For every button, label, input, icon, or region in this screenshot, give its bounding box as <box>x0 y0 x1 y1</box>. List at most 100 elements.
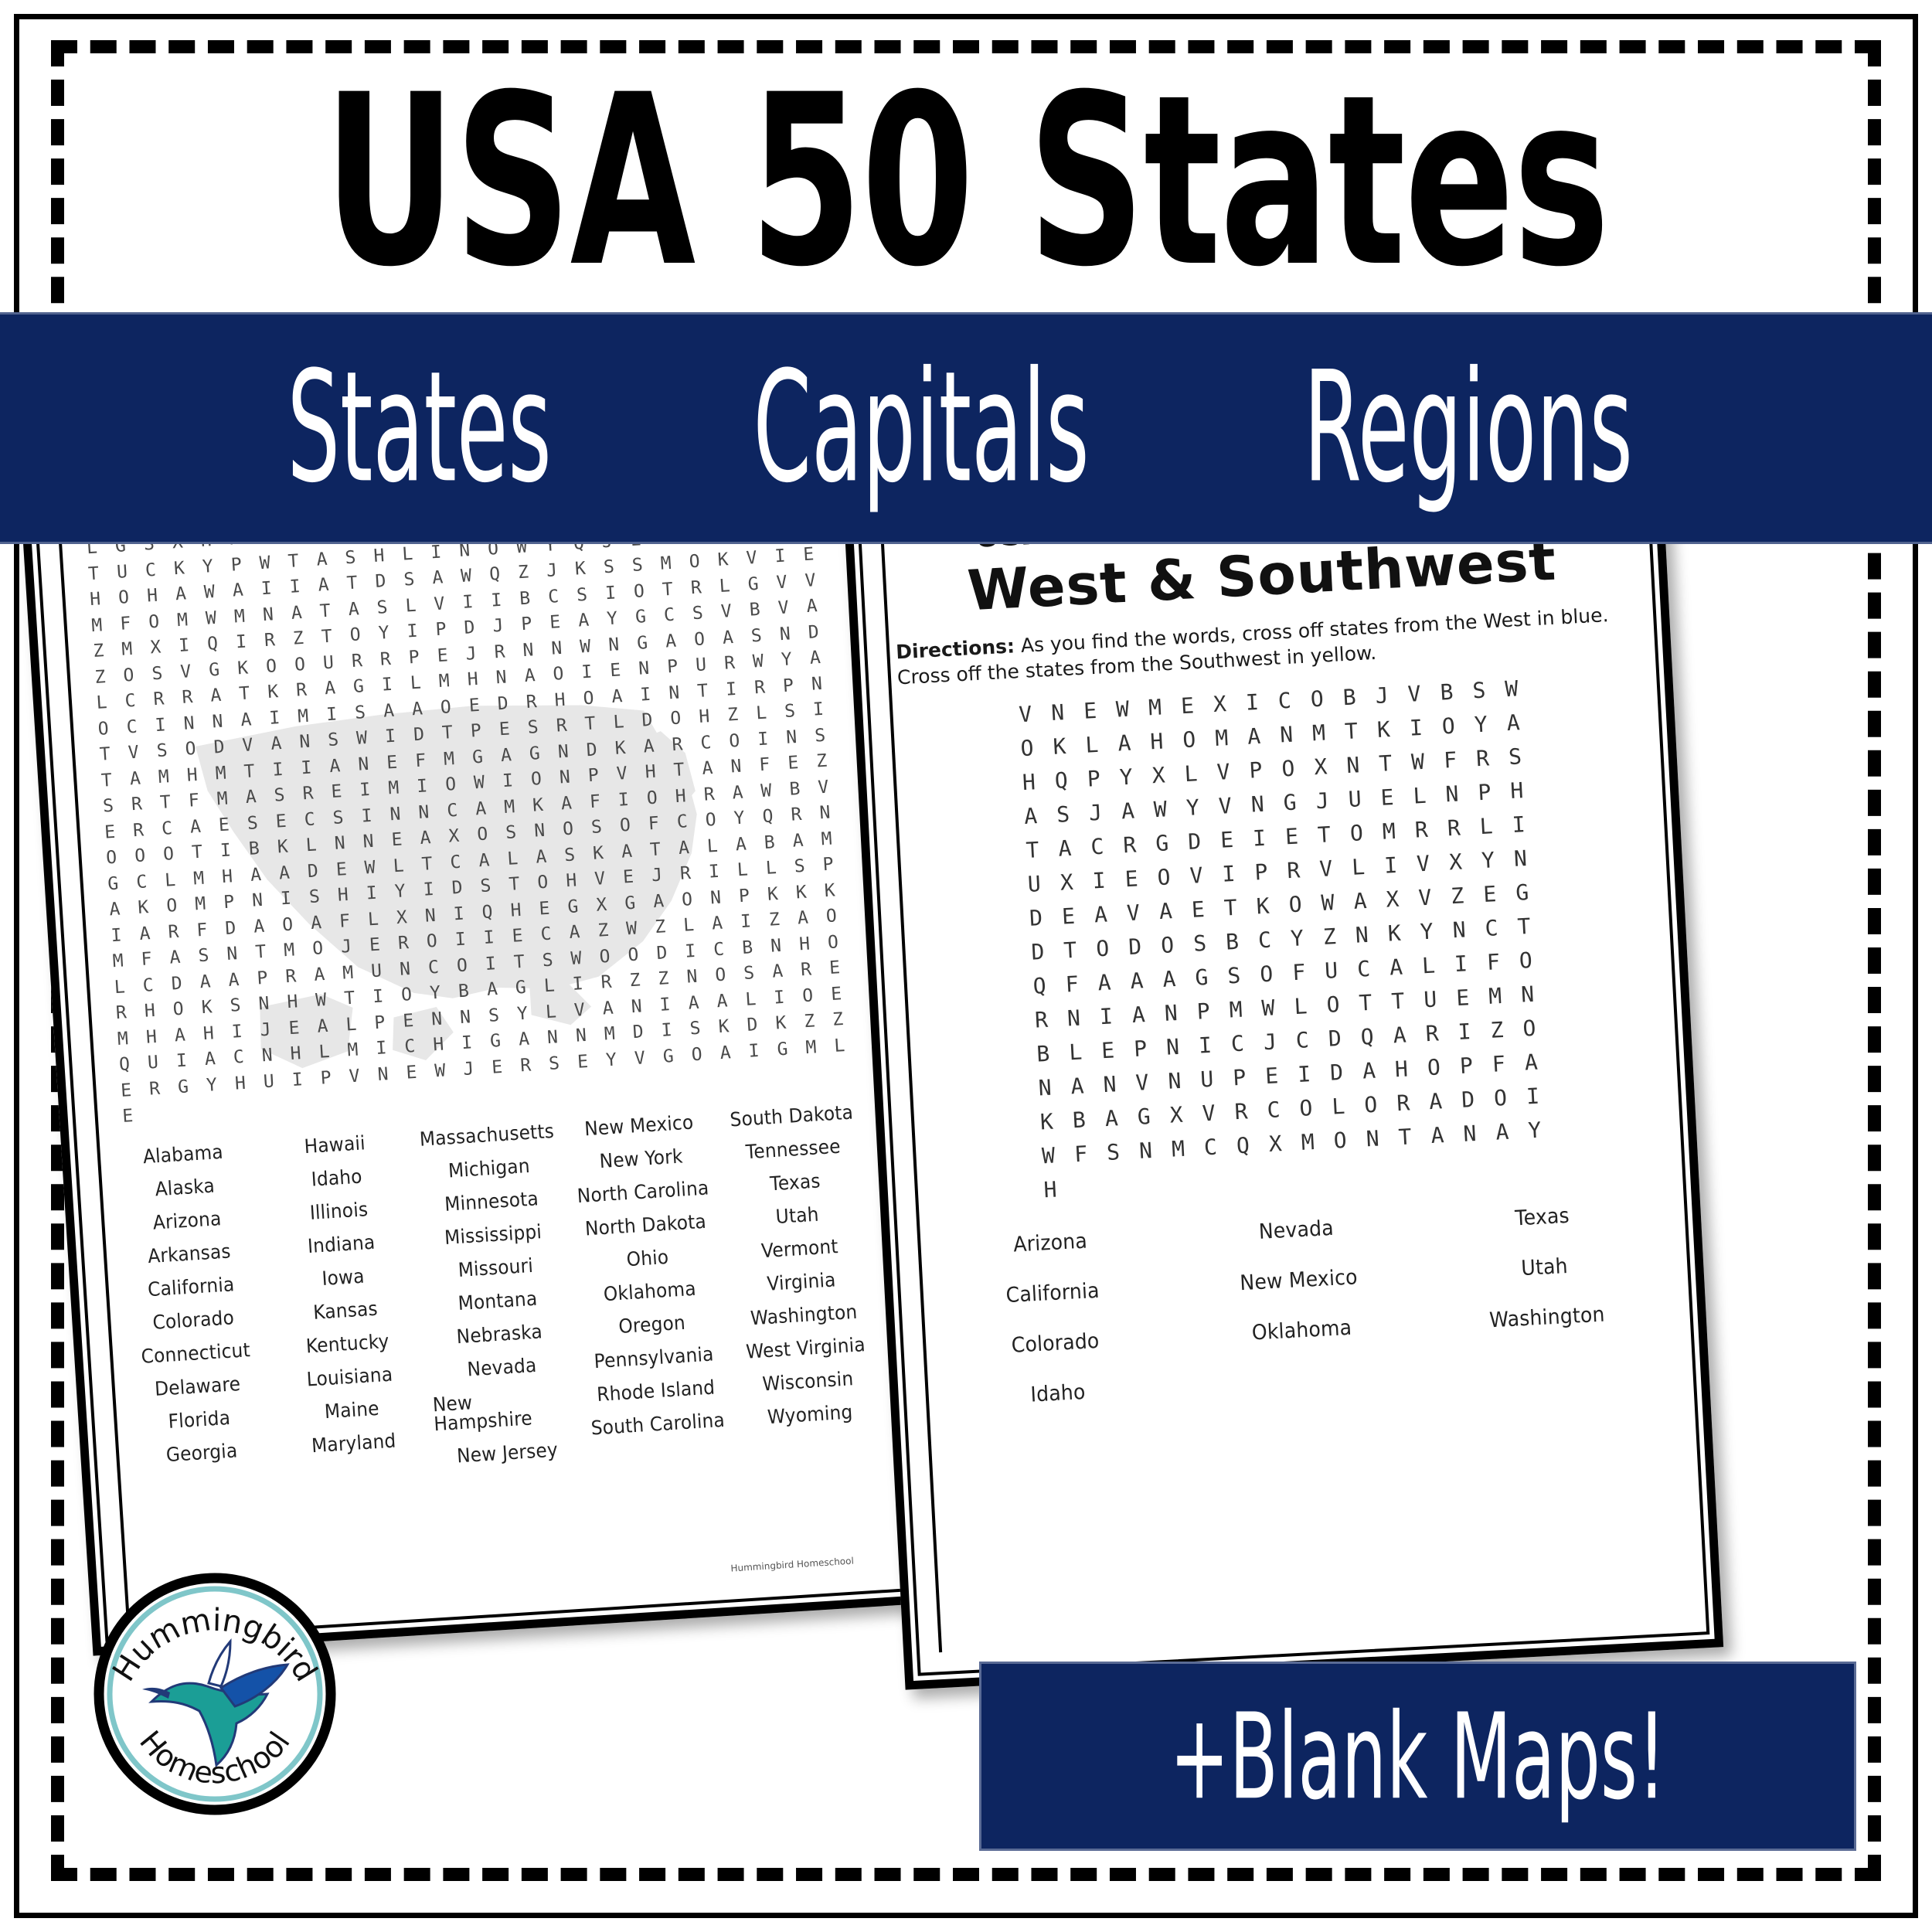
grid-cell: K <box>592 842 604 864</box>
grid-cell: L <box>506 848 519 869</box>
grid-cell: O <box>117 587 130 608</box>
worksheet-regions-preview[interactable]: USA State Regions Word Search West & Sou… <box>838 381 1724 1690</box>
grid-cell: R <box>397 933 410 954</box>
word-list-column: Hawaii Idaho Illinois Indiana Iowa Kansas Kent… <box>258 1123 432 1483</box>
grid-cell: X <box>447 825 461 847</box>
grid-cell: I <box>660 1019 673 1041</box>
grid-cell: O <box>440 696 452 718</box>
grid-cell: P <box>1196 998 1211 1025</box>
grid-cell: V <box>1189 862 1204 889</box>
grid-cell: P <box>666 656 679 678</box>
grid-cell: O <box>728 730 741 752</box>
word-list-item: Idaho <box>1029 1379 1087 1407</box>
grid-cell: I <box>580 662 594 683</box>
grid-cell: N <box>333 833 346 854</box>
grid-cell: R <box>115 1002 128 1024</box>
grid-cell: R <box>379 648 392 670</box>
grid-cell: L <box>755 702 767 724</box>
grid-cell: B <box>1036 1040 1051 1067</box>
grid-cell: P <box>1459 1053 1474 1079</box>
grid-cell: A <box>1505 709 1521 736</box>
grid-cell: K <box>532 794 544 816</box>
grid-cell: S <box>631 555 644 577</box>
grid-cell: O <box>1325 992 1341 1018</box>
grid-cell: O <box>265 655 277 677</box>
grid-cell: C <box>161 818 173 839</box>
word-list-item: Georgia <box>165 1438 238 1466</box>
grid-cell: B <box>741 937 753 958</box>
grid-cell: D <box>224 917 237 939</box>
grid-cell: H <box>798 934 811 954</box>
grid-cell: A <box>701 758 714 779</box>
grid-cell: F <box>140 949 153 970</box>
grid-cell: R <box>679 863 692 884</box>
word-list-item: Pennsylvania <box>593 1342 715 1372</box>
grid-cell: S <box>151 662 164 684</box>
grid-cell: A <box>189 816 202 838</box>
word-list-item: Indiana <box>307 1230 376 1257</box>
grid-cell: V <box>1318 855 1334 883</box>
grid-cell: K <box>774 1012 787 1034</box>
grid-cell: R <box>1396 1090 1411 1117</box>
grid-cell: W <box>355 728 368 749</box>
word-list-item: Maine <box>323 1396 380 1423</box>
grid-cell: W <box>434 1060 447 1081</box>
grid-cell: Y <box>1290 925 1304 952</box>
grid-cell: O <box>552 663 565 685</box>
worksheet-body: USA State Regions Word Search West & Sou… <box>886 431 1686 1657</box>
grid-cell: D <box>746 1015 759 1036</box>
grid-cell: O <box>536 872 549 893</box>
word-list-item: Utah <box>1520 1254 1569 1281</box>
grid-cell: A <box>791 830 804 852</box>
grid-cell: I <box>1457 1019 1472 1046</box>
grid-cell: C <box>125 716 138 737</box>
grid-cell: L <box>1421 952 1436 979</box>
grid-cell: A <box>324 678 336 699</box>
grid-cell: T <box>1344 718 1359 745</box>
grid-cell: A <box>1392 1022 1407 1049</box>
grid-cell: C <box>699 732 713 753</box>
grid-cell: A <box>199 971 212 992</box>
grid-cell: X <box>1213 691 1227 717</box>
grid-cell: K <box>824 879 836 901</box>
grid-cell: L <box>401 543 414 565</box>
grid-cell: I <box>1526 1083 1540 1110</box>
grid-cell: E <box>287 1017 301 1039</box>
grid-cell: P <box>1133 1036 1148 1062</box>
grid-cell: F <box>414 750 427 771</box>
grid-cell: D <box>413 724 425 746</box>
grid-cell: L <box>682 914 695 936</box>
grid-cell: L <box>1293 993 1308 1020</box>
word-list-item: Nevada <box>1258 1216 1335 1244</box>
grid-cell: W <box>203 582 216 603</box>
grid-cell: V <box>616 763 628 784</box>
grid-cell: H <box>289 1043 302 1065</box>
grid-cell: X <box>149 637 162 658</box>
grid-cell: Y <box>733 808 746 829</box>
grid-cell: O <box>349 624 362 646</box>
grid-cell: A <box>175 583 187 605</box>
grid-cell: A <box>419 828 432 849</box>
grid-cell: A <box>577 610 590 631</box>
grid-cell: M <box>443 748 455 770</box>
grid-cell: F <box>1064 971 1080 998</box>
grid-cell: M <box>804 1036 818 1058</box>
word-list-column: Nevada New Mexico Oklahoma <box>1172 1199 1428 1412</box>
grid-cell: I <box>483 927 495 949</box>
grid-cell: H <box>286 992 299 1013</box>
grid-cell: I <box>452 903 465 924</box>
grid-cell: J <box>259 1019 272 1040</box>
grid-cell: P <box>738 885 750 906</box>
grid-cell: S <box>308 886 321 908</box>
hummingbird-homeschool-logo: Hummingbird Homeschool <box>94 1573 336 1815</box>
grid-cell: X <box>1151 762 1166 789</box>
grid-cell: E <box>622 866 634 888</box>
grid-cell: U <box>147 1052 159 1073</box>
grid-cell: Z <box>628 970 641 992</box>
grid-cell: V <box>1201 1100 1216 1127</box>
grid-cell: I <box>175 1050 188 1072</box>
grid-cell: I <box>178 635 190 657</box>
grid-cell: A <box>411 698 423 719</box>
grid-cell: B <box>519 587 531 609</box>
word-list-item: Oregon <box>617 1311 686 1338</box>
